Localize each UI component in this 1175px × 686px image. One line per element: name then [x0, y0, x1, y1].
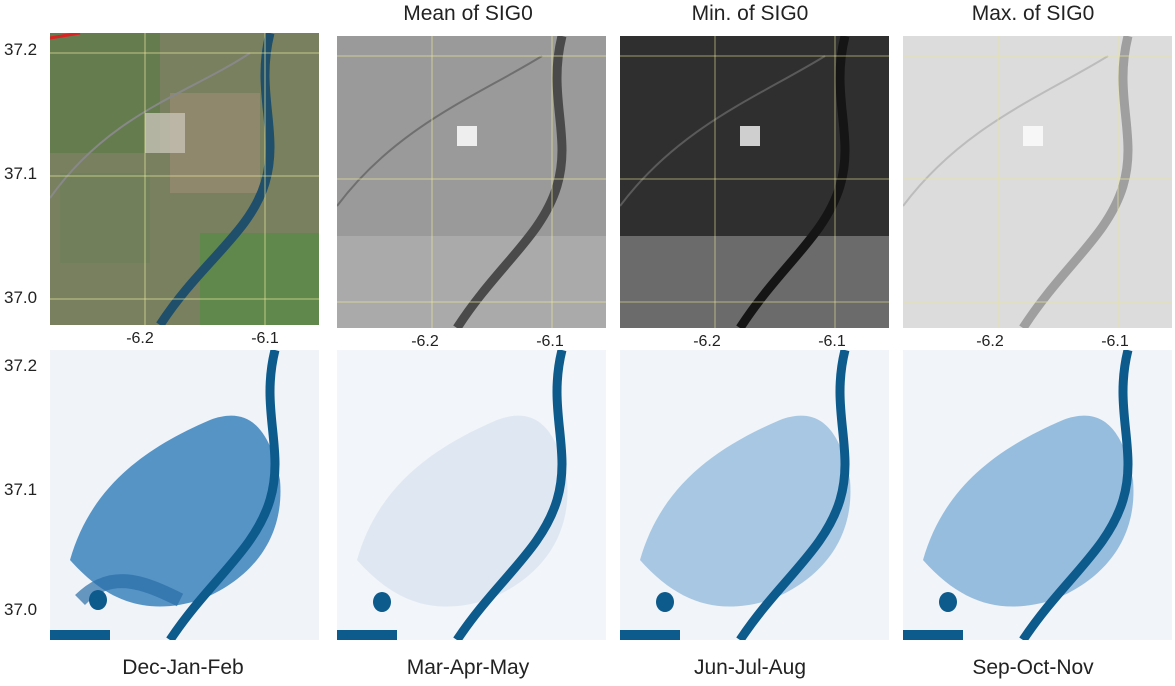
mam-pond	[373, 592, 391, 612]
y-tick-37-2-bottom: 37.2	[4, 356, 38, 375]
mam-river	[453, 350, 567, 640]
map-djf-svg	[50, 350, 319, 640]
min-channel	[620, 55, 826, 207]
panel-title-mean-sig0: Mean of SIG0	[403, 2, 533, 25]
map-jja-svg	[620, 350, 889, 640]
mean-channel	[337, 55, 543, 207]
min-river	[736, 36, 850, 328]
djf-pond	[89, 590, 107, 610]
min-town	[740, 126, 760, 146]
mam-irrigated-area	[357, 415, 568, 607]
map-mean-svg	[337, 36, 606, 328]
panel-title-max-sig0: Max. of SIG0	[971, 2, 1095, 25]
map-panel-optical	[50, 33, 319, 325]
x-tick-6-2-col0: -6.2	[126, 330, 154, 347]
optical-channel	[50, 52, 251, 199]
son-bottom-water	[903, 630, 963, 640]
season-label-mam: Mar-Apr-May	[406, 656, 530, 679]
map-panel-sep-oct-nov	[903, 350, 1172, 640]
son-river	[1019, 350, 1133, 640]
mam-bottom-water	[337, 630, 397, 640]
optical-field-green	[50, 33, 160, 153]
map-max-svg	[903, 36, 1172, 328]
x-tick-6-2-col2: -6.2	[693, 333, 721, 350]
map-panel-max-sig0	[903, 36, 1172, 328]
son-irrigated-area	[923, 415, 1134, 607]
x-tick-6-1-col2: -6.1	[818, 333, 846, 350]
y-tick-37-2-top: 37.2	[4, 40, 38, 59]
max-channel	[903, 55, 1109, 207]
x-tick-6-1-col1: -6.1	[536, 333, 564, 350]
y-tick-37-0-top: 37.0	[4, 288, 38, 307]
y-tick-37-1-top: 37.1	[4, 164, 38, 183]
map-son-svg	[903, 350, 1172, 640]
djf-river	[166, 350, 280, 640]
map-mam-svg	[337, 350, 606, 640]
max-background	[903, 36, 1172, 328]
y-tick-37-1-bottom: 37.1	[4, 480, 38, 499]
x-tick-6-1-col3: -6.1	[1101, 333, 1129, 350]
djf-field-band	[75, 574, 184, 607]
djf-irrigated-area	[70, 415, 281, 607]
mean-town	[457, 126, 477, 146]
mean-river	[453, 36, 567, 328]
son-pond	[939, 592, 957, 612]
x-tick-6-2-col1: -6.2	[411, 333, 439, 350]
map-panel-jun-jul-aug	[620, 350, 889, 640]
max-town	[1023, 126, 1043, 146]
jja-irrigated-area	[640, 415, 851, 607]
optical-town	[145, 113, 185, 153]
max-river	[1019, 36, 1133, 328]
optical-edge-mark	[50, 33, 81, 40]
jja-pond	[656, 592, 674, 612]
optical-field-bright	[200, 233, 319, 325]
jja-river	[736, 350, 850, 640]
map-panel-mar-apr-may	[337, 350, 606, 640]
map-panel-min-sig0	[620, 36, 889, 328]
optical-field-olive	[60, 173, 150, 263]
season-label-jja: Jun-Jul-Aug	[693, 656, 807, 679]
map-panel-dec-jan-feb	[50, 350, 319, 640]
x-tick-6-2-col3: -6.2	[976, 333, 1004, 350]
x-tick-6-1-col0: -6.1	[251, 330, 279, 347]
panel-title-min-sig0: Min. of SIG0	[691, 2, 809, 25]
season-label-son: Sep-Oct-Nov	[972, 656, 1094, 679]
map-optical-svg	[50, 33, 319, 325]
y-tick-37-0-bottom: 37.0	[4, 600, 38, 619]
map-panel-mean-sig0	[337, 36, 606, 328]
map-min-svg	[620, 36, 889, 328]
djf-bottom-water	[50, 630, 110, 640]
jja-bottom-water	[620, 630, 680, 640]
season-label-djf: Dec-Jan-Feb	[122, 656, 244, 679]
